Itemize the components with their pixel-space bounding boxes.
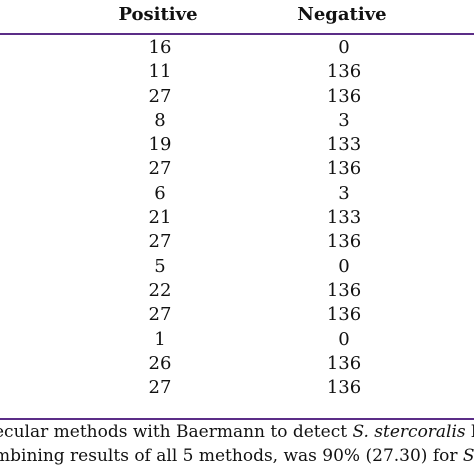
cell-positive: 16 <box>148 37 172 58</box>
cell-negative: 0 <box>338 328 350 350</box>
cell-negative: 133 <box>326 207 362 229</box>
caption-species: S. stercoralis <box>352 422 466 442</box>
caption-text: ecular methods with Baermann to detect <box>0 422 353 442</box>
table-row: 11 136 <box>0 60 474 84</box>
cell-negative: 0 <box>338 37 350 58</box>
cell-negative: 136 <box>326 279 362 301</box>
table-row: 16 0 <box>0 36 474 60</box>
cell-positive: 22 <box>148 279 172 301</box>
caption-species: S <box>462 446 474 466</box>
table-row: 27 136 <box>0 303 474 327</box>
cell-negative: 133 <box>326 134 362 156</box>
cell-negative: 136 <box>326 85 362 107</box>
cell-positive: 1 <box>154 328 166 350</box>
table-row: 27 136 <box>0 376 474 400</box>
table-row: 27 136 <box>0 157 474 181</box>
table-header: Positive Negative <box>0 0 474 32</box>
cell-negative: 136 <box>326 304 362 326</box>
table-row: 19 133 <box>0 133 474 157</box>
table-row: 26 136 <box>0 352 474 376</box>
cell-negative: 3 <box>338 109 350 131</box>
cell-negative: 0 <box>338 255 350 277</box>
cell-positive: 5 <box>154 255 166 277</box>
cell-negative: 136 <box>326 61 362 83</box>
cell-positive: 11 <box>148 61 172 83</box>
cell-positive: 27 <box>148 158 172 180</box>
cell-positive: 21 <box>148 207 172 229</box>
cell-positive: 19 <box>148 134 172 156</box>
cell-positive: 27 <box>148 85 172 107</box>
bottom-rule <box>0 418 474 420</box>
cell-negative: 136 <box>326 158 362 180</box>
caption-text: mbining results of all 5 methods, was 90… <box>0 446 463 466</box>
header-positive: Positive <box>118 4 198 25</box>
table-row: 22 136 <box>0 279 474 303</box>
table-row: 21 133 <box>0 206 474 230</box>
cell-negative: 3 <box>338 182 350 204</box>
table-row: 27 136 <box>0 230 474 254</box>
table-body: 16 0 11 136 27 136 8 3 19 133 27 136 6 3 21 133 27 136 5 0 2… <box>0 36 474 400</box>
cell-positive: 27 <box>148 231 172 253</box>
cell-negative: 136 <box>326 352 362 374</box>
header-negative: Negative <box>297 4 387 25</box>
caption-line-1: ecular methods with Baermann to detect S… <box>0 420 474 444</box>
cell-positive: 6 <box>154 182 166 204</box>
caption-line-2: mbining results of all 5 methods, was 90… <box>0 444 474 468</box>
cell-positive: 27 <box>148 377 172 399</box>
table-row: 27 136 <box>0 85 474 109</box>
table-caption: ecular methods with Baermann to detect S… <box>0 420 474 468</box>
cell-positive: 8 <box>154 109 166 131</box>
cell-negative: 136 <box>326 231 362 253</box>
caption-text: la <box>471 422 474 442</box>
cell-negative: 136 <box>326 377 362 399</box>
top-rule <box>0 33 474 35</box>
cell-positive: 27 <box>148 304 172 326</box>
cell-positive: 26 <box>148 352 172 374</box>
